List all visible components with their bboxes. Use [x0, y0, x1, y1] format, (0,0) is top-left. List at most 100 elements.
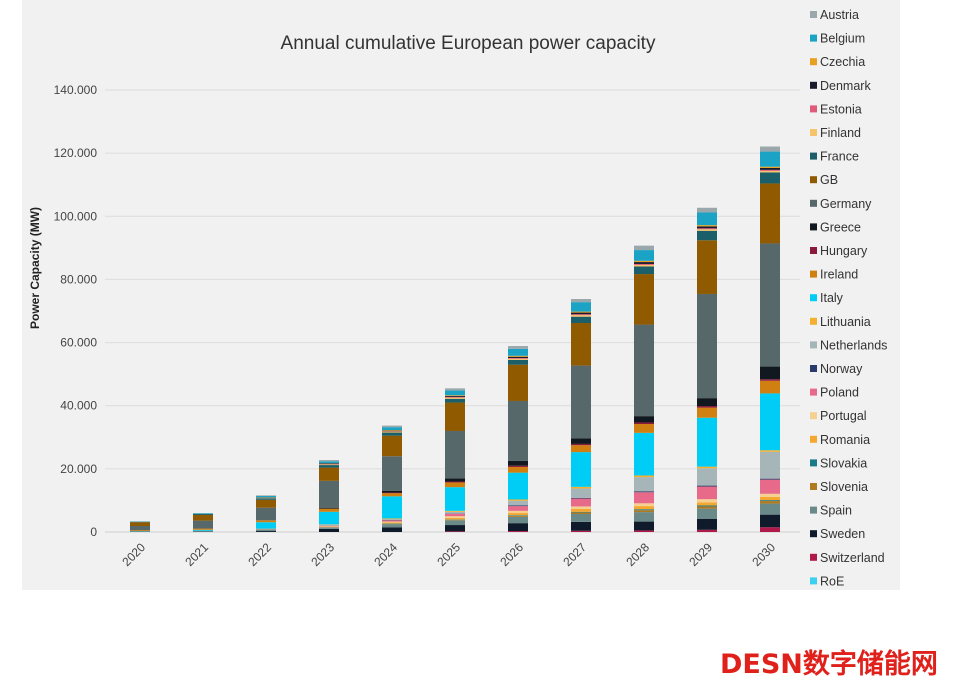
- legend-swatch: [810, 152, 817, 160]
- legend-item: Austria: [810, 8, 859, 22]
- bar-segment-hungary: [571, 443, 591, 446]
- x-tick-label: 2026: [497, 540, 526, 569]
- bar-segment-poland: [382, 520, 402, 522]
- bar-segment-denmark: [508, 356, 528, 359]
- bar-segment-ireland: [571, 445, 591, 453]
- bar-segment-italy: [571, 452, 591, 487]
- bar-segment-romania: [508, 513, 528, 516]
- bar-segment-netherlands: [634, 477, 654, 492]
- bar-segment-slovenia: [697, 506, 717, 509]
- bar-segment-czechia: [571, 311, 591, 313]
- bar-segment-ireland: [193, 528, 213, 530]
- bar-stack-2020: [130, 521, 150, 532]
- bar-segment-italy: [382, 496, 402, 519]
- legend-item: RoE: [810, 574, 844, 588]
- legend-swatch: [810, 247, 817, 254]
- bar-segment-ireland: [697, 407, 717, 418]
- bar-segment-france: [697, 230, 717, 241]
- bar-segment-denmark: [382, 430, 402, 432]
- bar-segment-france: [634, 266, 654, 275]
- bar-segment-gb: [382, 435, 402, 457]
- y-tick-label: 140.000: [54, 83, 98, 97]
- bar-segment-romania: [634, 506, 654, 510]
- bar-segment-sweden: [571, 521, 591, 531]
- bar-segment-belgium: [193, 513, 213, 515]
- bar-segment-sweden: [382, 527, 402, 532]
- bar-segment-slovenia: [634, 510, 654, 513]
- y-tick-label: 60.000: [60, 336, 97, 350]
- bar-stack-2023: [319, 460, 339, 532]
- bar-segment-sweden: [319, 528, 339, 532]
- bar-segment-germany: [382, 456, 402, 491]
- bar-segment-gb: [445, 402, 465, 431]
- bar-segment-austria: [571, 299, 591, 303]
- bar-segment-ireland: [508, 466, 528, 473]
- bar-segment-gb: [256, 499, 276, 508]
- bar-segment-romania: [319, 526, 339, 528]
- bar-segment-lithuania: [634, 475, 654, 478]
- watermark-logo: DESN数字储能网: [720, 649, 938, 680]
- bar-segment-gb: [508, 364, 528, 401]
- bar-segment-ireland: [256, 520, 276, 523]
- bar-segment-austria: [256, 495, 276, 497]
- bar-segment-estonia: [571, 314, 591, 316]
- bar-segment-sweden: [634, 521, 654, 531]
- bar-segment-sweden: [760, 514, 780, 528]
- legend-item: Finland: [810, 126, 861, 140]
- bar-segment-france: [571, 316, 591, 323]
- bar-segment-estonia: [508, 358, 528, 359]
- bar-segment-romania: [760, 496, 780, 501]
- bar-segment-netherlands: [256, 528, 276, 530]
- bar-segment-norway: [508, 505, 528, 507]
- bar-segment-norway: [697, 485, 717, 487]
- legend-swatch: [810, 129, 817, 136]
- bar-segment-france: [319, 465, 339, 468]
- x-tick-label: 2029: [686, 540, 715, 569]
- legend-swatch: [810, 365, 817, 372]
- x-tick-label: 2030: [749, 540, 778, 569]
- bar-segment-switzerland: [697, 529, 717, 532]
- bar-stack-2024: [382, 425, 402, 532]
- legend-item: Switzerland: [810, 551, 885, 565]
- bar-segment-belgium: [256, 496, 276, 498]
- bar-segment-italy: [760, 393, 780, 451]
- legend-label: Belgium: [820, 32, 865, 46]
- bar-segment-hungary: [760, 379, 780, 381]
- bar-segment-lithuania: [382, 518, 402, 520]
- legend-label: Sweden: [820, 527, 865, 541]
- bar-stack-2026: [508, 346, 528, 532]
- bar-segment-france: [445, 398, 465, 403]
- bar-segment-netherlands: [445, 511, 465, 514]
- bar-segment-estonia: [697, 228, 717, 230]
- bar-segment-greece: [508, 460, 528, 466]
- legend-swatch: [810, 553, 817, 561]
- legend-label: Ireland: [820, 268, 858, 282]
- bar-segment-lithuania: [697, 466, 717, 469]
- legend-swatch: [810, 317, 817, 325]
- bar-segment-netherlands: [319, 524, 339, 526]
- bar-segment-finland: [697, 229, 717, 231]
- legend-item: Ireland: [810, 268, 858, 282]
- legend-swatch: [810, 341, 817, 349]
- bar-segment-france: [382, 432, 402, 436]
- bar-segment-switzerland: [571, 530, 591, 532]
- legend-swatch: [810, 58, 817, 66]
- legend-item: Estonia: [810, 102, 862, 116]
- y-tick-label: 100.000: [54, 209, 98, 223]
- legend-item: Romania: [810, 433, 870, 447]
- bar-segment-czechia: [634, 260, 654, 263]
- legend-label: Denmark: [820, 79, 871, 93]
- bar-segment-italy: [508, 472, 528, 500]
- bar-segment-portugal: [508, 510, 528, 514]
- bar-segment-austria: [634, 245, 654, 251]
- legend-label: Poland: [820, 386, 859, 400]
- legend-label: Netherlands: [820, 338, 887, 352]
- bar-segment-ireland: [445, 482, 465, 488]
- legend-label: France: [820, 150, 859, 164]
- x-tick-label: 2021: [182, 540, 211, 569]
- bar-stack-2027: [571, 299, 591, 532]
- bar-segment-portugal: [634, 503, 654, 507]
- legend-swatch: [810, 577, 817, 585]
- legend-item: Netherlands: [810, 338, 887, 352]
- bar-segment-ireland: [382, 493, 402, 497]
